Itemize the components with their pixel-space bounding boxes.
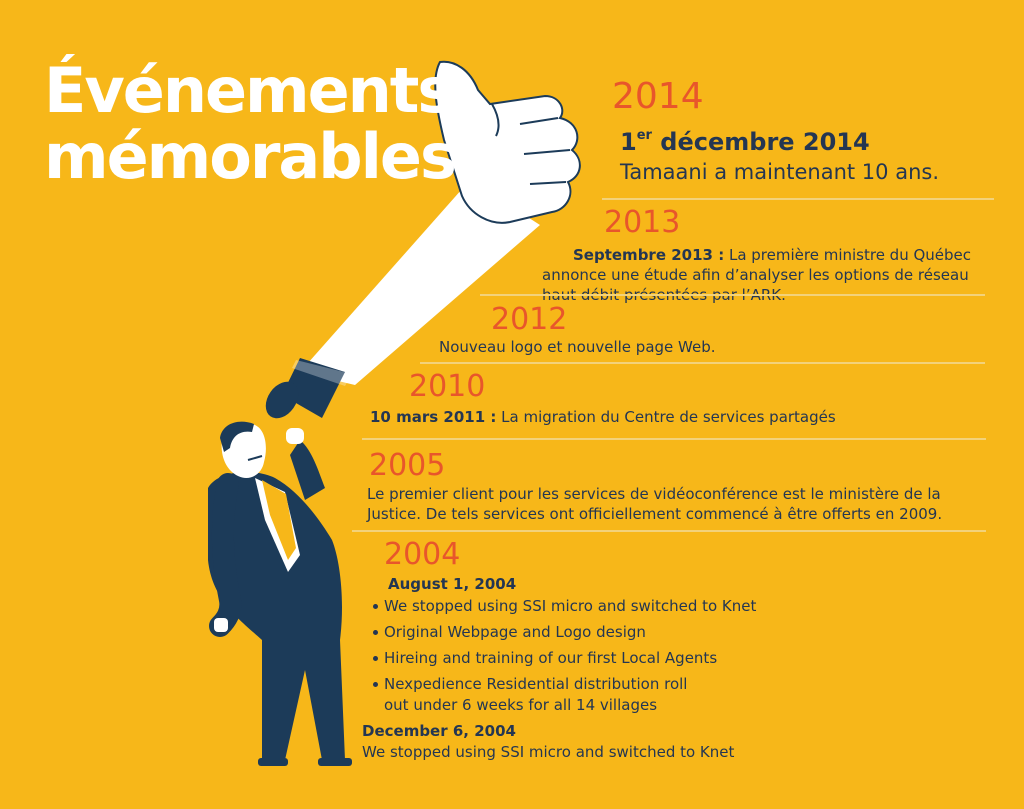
- event-2012-text: Nouveau logo et nouvelle page Web.: [439, 338, 716, 356]
- event-2013-line-2: annonce une étude afin d’analyser les op…: [542, 266, 969, 284]
- year-2012-heading: 2012: [491, 302, 568, 337]
- list-item: We stopped using SSI micro and switched …: [372, 596, 756, 617]
- divider-2014: [602, 198, 994, 200]
- event-2005-text: Le premier client pour les services de v…: [367, 484, 967, 524]
- year-2004-heading: 2004: [384, 537, 461, 572]
- year-2010-heading: 2010: [409, 369, 486, 404]
- list-item: Original Webpage and Logo design: [372, 622, 756, 643]
- event-2004-bullet-list: We stopped using SSI micro and switched …: [372, 596, 756, 716]
- year-2013-heading: 2013: [604, 205, 681, 240]
- megaphone-beam-shape: [300, 180, 540, 385]
- event-2010-text-body: La migration du Centre de services parta…: [496, 408, 836, 426]
- event-2005-line-2: Justice. De tels services ont officielle…: [367, 505, 943, 523]
- event-2005-line-1: Le premier client pour les services de v…: [367, 485, 941, 503]
- event-2014-note: Tamaani a maintenant 10 ans.: [620, 160, 939, 184]
- title-line-2: mémorables: [44, 120, 457, 193]
- thumbs-up-hand-icon: [434, 60, 581, 224]
- event-2014-date-sup: er: [636, 128, 652, 143]
- event-2004-date-2: December 6, 2004: [362, 722, 516, 740]
- event-2004-text-2: We stopped using SSI micro and switched …: [362, 743, 735, 761]
- event-2013-line-1-text: La première ministre du Québec: [724, 246, 972, 264]
- event-2014-date-rest: décembre 2014: [651, 128, 870, 156]
- event-2014-date-day: 1: [620, 128, 637, 156]
- divider-2013: [480, 294, 985, 296]
- page-title: Événements mémorables: [44, 54, 457, 193]
- list-item-line-2: out under 6 weeks for all 14 villages: [384, 696, 658, 714]
- divider-2005: [352, 530, 986, 532]
- divider-2010: [362, 438, 986, 440]
- event-2013-line-1: Septembre 2013 : La première ministre du…: [542, 245, 992, 265]
- businessman-figure: [208, 421, 352, 766]
- year-2005-heading: 2005: [369, 448, 446, 483]
- year-2014-heading: 2014: [612, 76, 704, 117]
- event-2010-date: 10 mars 2011 :: [370, 408, 497, 426]
- divider-2012: [420, 362, 985, 364]
- event-2004-date-1: August 1, 2004: [388, 575, 517, 593]
- megaphone-icon: [265, 358, 352, 419]
- list-item: Hireing and training of our first Local …: [372, 648, 756, 669]
- event-2010-text: 10 mars 2011 : La migration du Centre de…: [370, 407, 836, 427]
- title-line-1: Événements: [44, 54, 454, 127]
- event-2014-date: 1er décembre 2014: [620, 124, 870, 156]
- event-2013-text: Septembre 2013 : La première ministre du…: [542, 245, 992, 305]
- list-item: Nexpedience Residential distribution rol…: [372, 674, 756, 716]
- event-2013-date: Septembre 2013 :: [573, 246, 725, 264]
- list-item-line-1: Nexpedience Residential distribution rol…: [384, 675, 688, 693]
